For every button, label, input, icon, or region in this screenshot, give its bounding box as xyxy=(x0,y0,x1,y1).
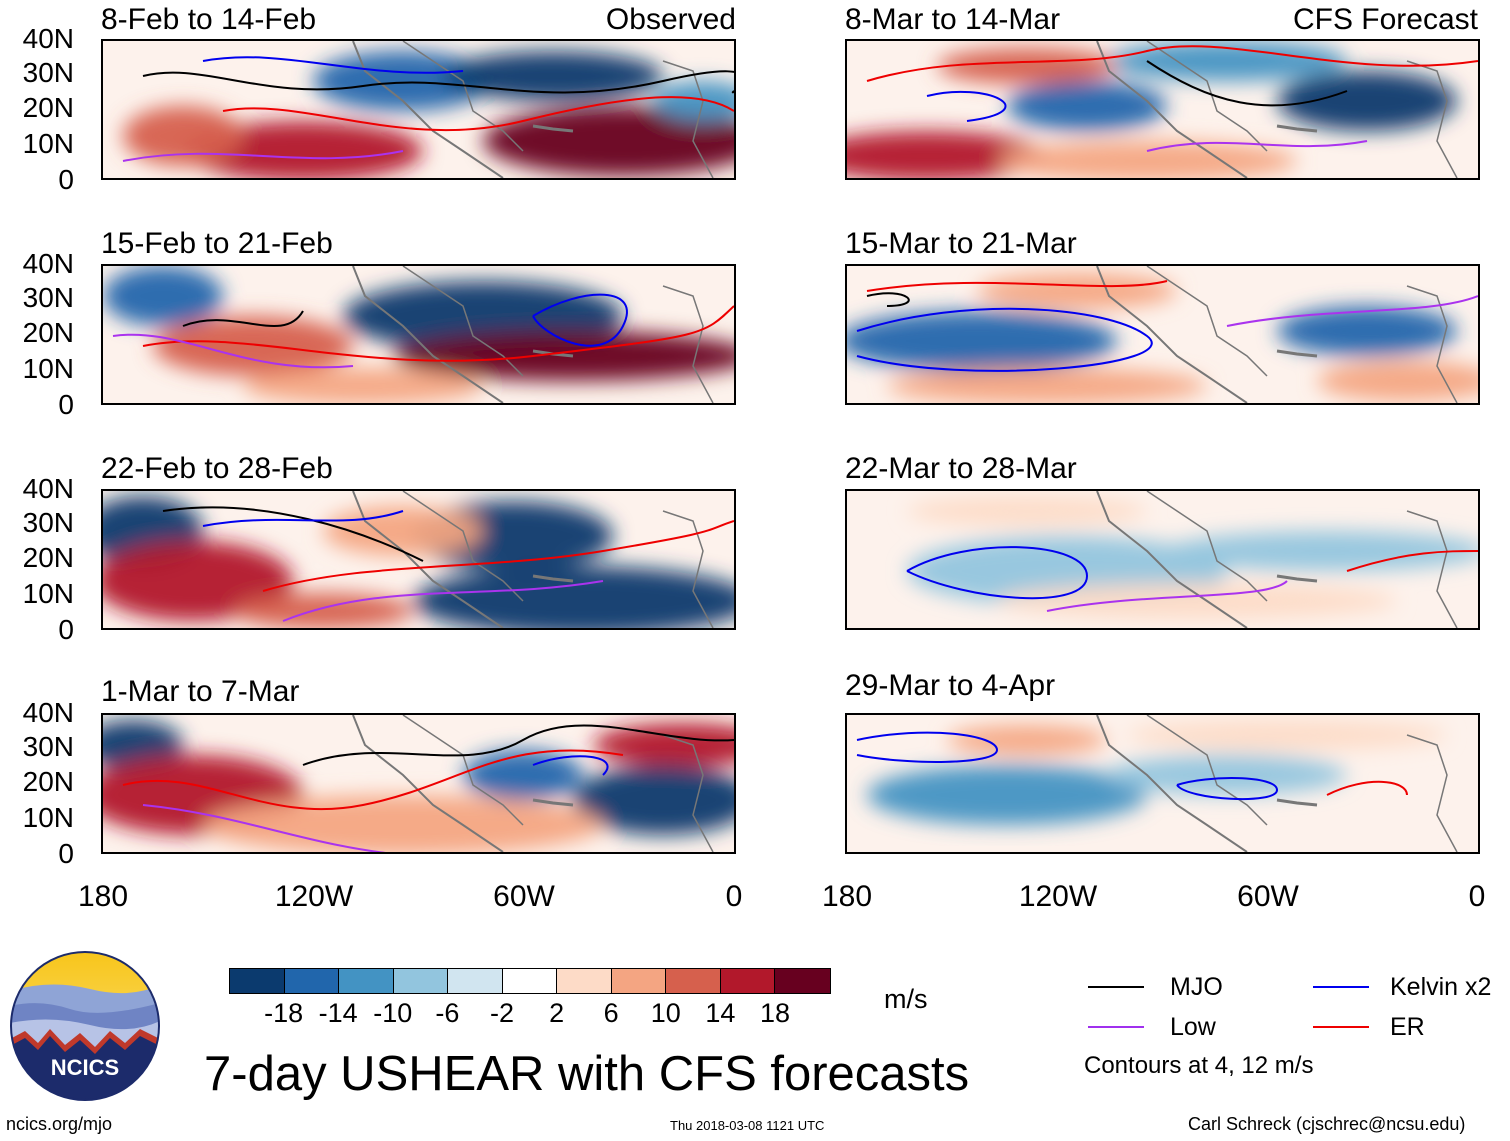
map-fcst-1 xyxy=(845,39,1480,180)
lon-label: 120W xyxy=(274,880,354,913)
map-obs-2 xyxy=(101,264,736,405)
map-fcst-4 xyxy=(845,713,1480,854)
lat-label: 20N xyxy=(22,766,74,797)
lat-label: 30N xyxy=(22,731,74,762)
panel-title: 1-Mar to 7-Mar xyxy=(101,675,300,708)
lon-label: 0 xyxy=(725,880,743,913)
lat-label: 40N xyxy=(22,697,74,728)
map-fcst-2 xyxy=(845,264,1480,405)
colorbar-tick: -6 xyxy=(435,998,460,1028)
colorbar-tick: -2 xyxy=(489,998,515,1028)
lon-label: 180 xyxy=(821,880,873,913)
colorbar-swatch xyxy=(448,969,503,993)
lat-label: 10N xyxy=(22,128,74,159)
lat-label: 40N xyxy=(22,473,74,504)
colorbar-swatch xyxy=(393,969,448,993)
colorbar-swatch xyxy=(502,969,557,993)
lat-label: 0 xyxy=(58,614,74,645)
lat-label: 10N xyxy=(22,353,74,384)
cfs-forecast-label: CFS Forecast xyxy=(1292,3,1478,36)
colorbar-tick: -10 xyxy=(373,998,413,1028)
footer-author: Carl Schreck (cjschrec@ncsu.edu) xyxy=(1188,1114,1466,1134)
panel-title: 15-Mar to 21-Mar xyxy=(845,227,1077,260)
lat-label: 20N xyxy=(22,92,74,123)
legend-label-kelvin: Kelvin x2 xyxy=(1390,973,1492,1001)
legend-line-low xyxy=(1088,1026,1144,1028)
colorbar-tick: -18 xyxy=(264,998,304,1028)
panel-title: 15-Feb to 21-Feb xyxy=(101,227,333,260)
lat-label: 10N xyxy=(22,578,74,609)
lon-label: 60W xyxy=(493,880,555,913)
colorbar-tick: 2 xyxy=(549,998,565,1028)
legend-label-er: ER xyxy=(1390,1013,1425,1041)
colorbar-swatch xyxy=(611,969,666,993)
legend-label-mjo: MJO xyxy=(1170,973,1223,1001)
lat-label: 20N xyxy=(22,317,74,348)
colorbar-swatch xyxy=(666,969,721,993)
panel-title: 22-Mar to 28-Mar xyxy=(845,452,1077,485)
lat-label: 20N xyxy=(22,542,74,573)
colorbar-tick: 18 xyxy=(759,998,791,1028)
lon-label: 180 xyxy=(77,880,129,913)
colorbar-tick: -14 xyxy=(318,998,358,1028)
colorbar-swatch xyxy=(557,969,612,993)
lat-label: 0 xyxy=(58,389,74,420)
contour-note: Contours at 4, 12 m/s xyxy=(1084,1052,1314,1079)
colorbar-tick: 10 xyxy=(650,998,681,1028)
panel-title: 8-Feb to 14-Feb xyxy=(101,3,317,36)
figure-title: 7-day USHEAR with CFS forecasts xyxy=(204,1047,970,1101)
logo-text: NCICS xyxy=(50,1055,120,1080)
lat-label: 40N xyxy=(22,248,74,279)
lat-label: 0 xyxy=(58,164,74,195)
lat-label: 30N xyxy=(22,282,74,313)
lat-label: 0 xyxy=(58,838,74,869)
colorbar xyxy=(229,968,831,994)
observed-label: Observed xyxy=(605,3,736,36)
lon-label: 60W xyxy=(1237,880,1299,913)
colorbar-tick: 6 xyxy=(603,998,619,1028)
map-obs-1 xyxy=(101,39,736,180)
colorbar-unit: m/s xyxy=(884,984,928,1014)
panel-title: 29-Mar to 4-Apr xyxy=(845,669,1056,702)
map-obs-3 xyxy=(101,489,736,630)
lat-label: 40N xyxy=(22,23,74,54)
colorbar-swatch xyxy=(775,969,830,993)
colorbar-tick: 14 xyxy=(705,998,736,1028)
footer-url: ncics.org/mjo xyxy=(6,1114,113,1134)
lon-label: 120W xyxy=(1018,880,1098,913)
map-obs-4 xyxy=(101,713,736,854)
ncics-logo: NCICS xyxy=(10,951,160,1101)
legend-line-kelvin xyxy=(1313,986,1369,988)
lat-label: 10N xyxy=(22,802,74,833)
legend-label-low: Low xyxy=(1170,1013,1216,1041)
colorbar-swatch xyxy=(284,969,339,993)
lat-label: 30N xyxy=(22,57,74,88)
legend-line-mjo xyxy=(1088,986,1144,988)
panel-title: 22-Feb to 28-Feb xyxy=(101,452,333,485)
panel-title: 8-Mar to 14-Mar xyxy=(845,3,1061,36)
map-fcst-3 xyxy=(845,489,1480,630)
legend-line-er xyxy=(1313,1026,1369,1028)
footer-timestamp: Thu 2018-03-08 1121 UTC xyxy=(670,1118,825,1133)
lat-label: 30N xyxy=(22,507,74,538)
colorbar-swatch xyxy=(339,969,394,993)
colorbar-swatch xyxy=(720,969,775,993)
lon-label: 0 xyxy=(1468,880,1486,913)
colorbar-swatch xyxy=(230,969,285,993)
